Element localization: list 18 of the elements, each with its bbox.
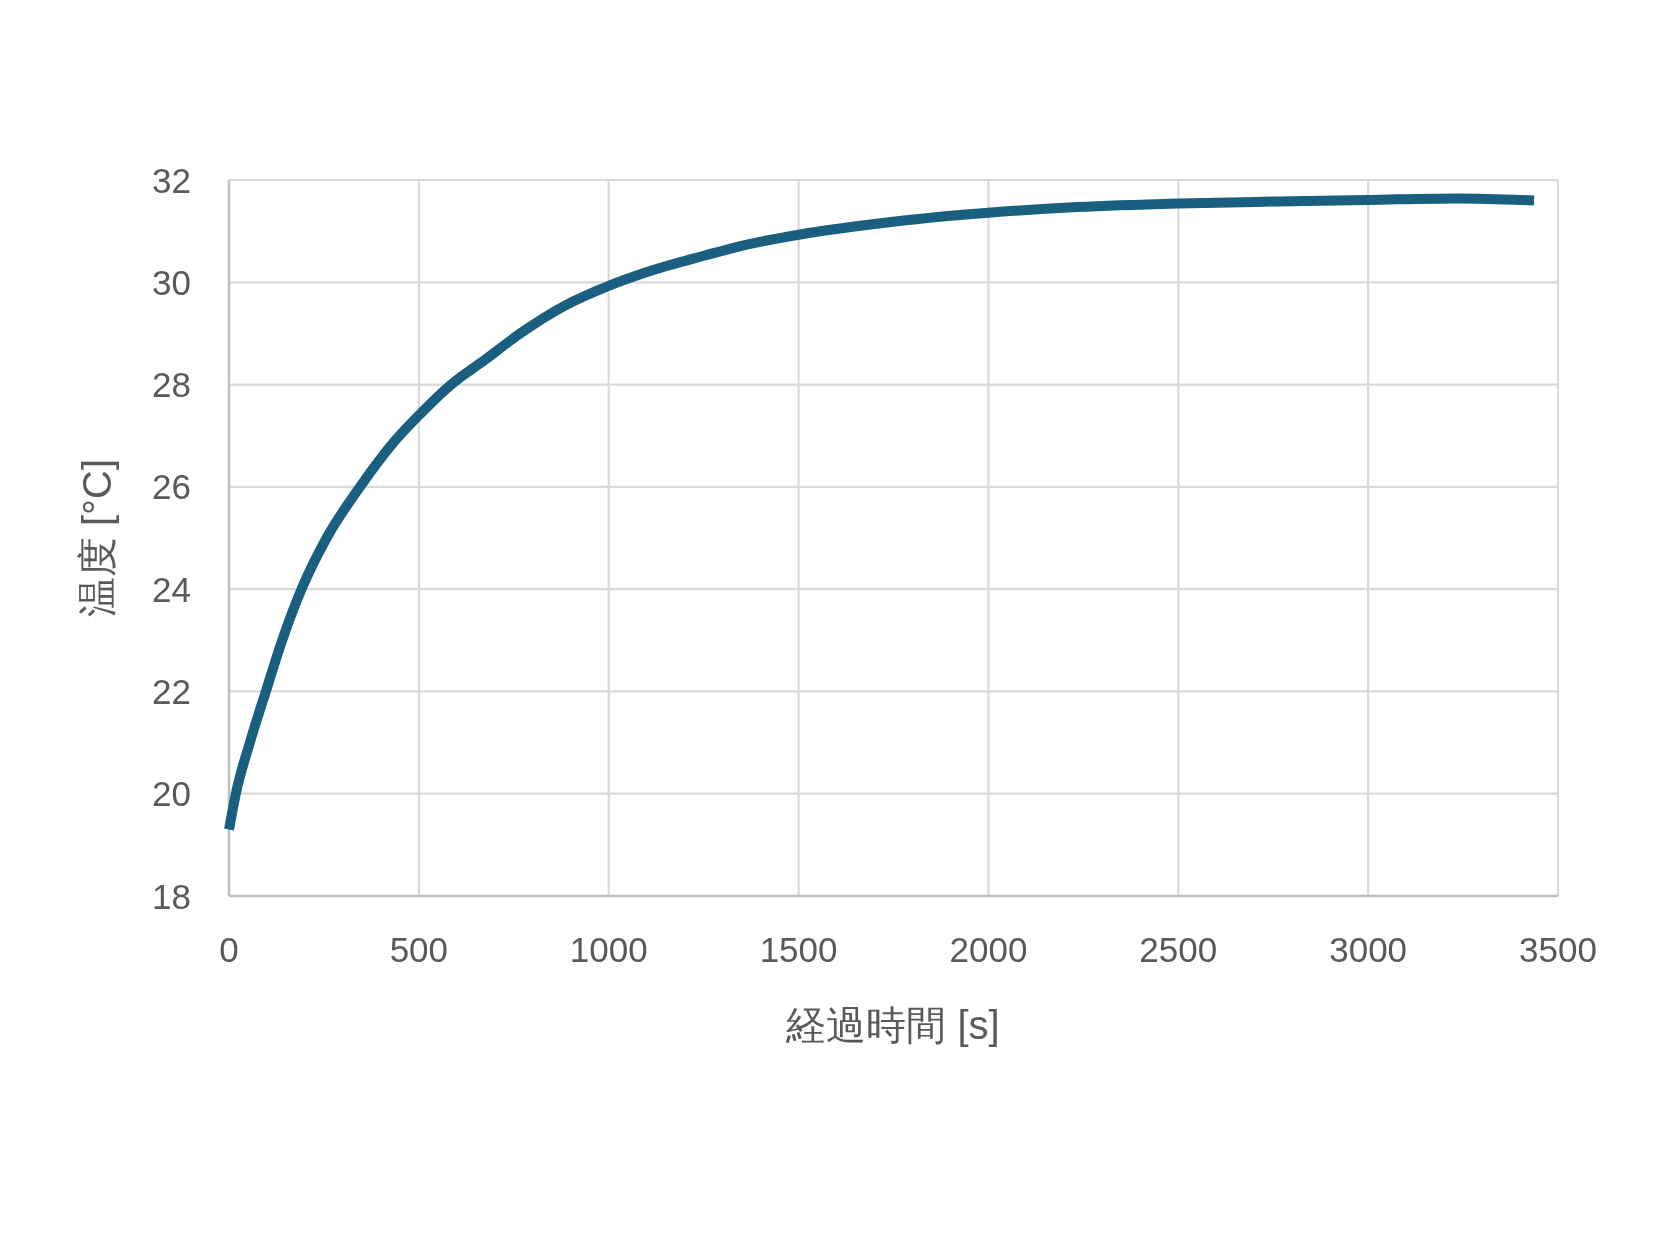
y-axis-title: 温度 [°C] xyxy=(75,458,119,618)
x-tick-label: 1500 xyxy=(759,929,838,969)
x-axis-title: 経過時間 [s] xyxy=(785,1003,1000,1047)
x-tick-label: 2000 xyxy=(949,929,1028,969)
y-tick-label: 22 xyxy=(152,671,191,711)
y-tick-label: 18 xyxy=(152,876,191,916)
x-tick-label: 500 xyxy=(389,929,449,969)
y-tick-label: 20 xyxy=(152,774,191,814)
x-tick-label: 1000 xyxy=(569,929,648,969)
y-tick-label: 30 xyxy=(152,262,191,302)
x-tick-label: 3000 xyxy=(1329,929,1408,969)
x-tick-label: 0 xyxy=(219,929,239,969)
y-tick-label: 32 xyxy=(152,160,191,200)
y-tick-label: 28 xyxy=(152,365,191,405)
x-tick-label: 3500 xyxy=(1519,929,1597,969)
y-tick-label: 24 xyxy=(152,569,191,609)
y-tick-label: 26 xyxy=(152,467,191,507)
x-tick-label: 2500 xyxy=(1139,929,1218,969)
